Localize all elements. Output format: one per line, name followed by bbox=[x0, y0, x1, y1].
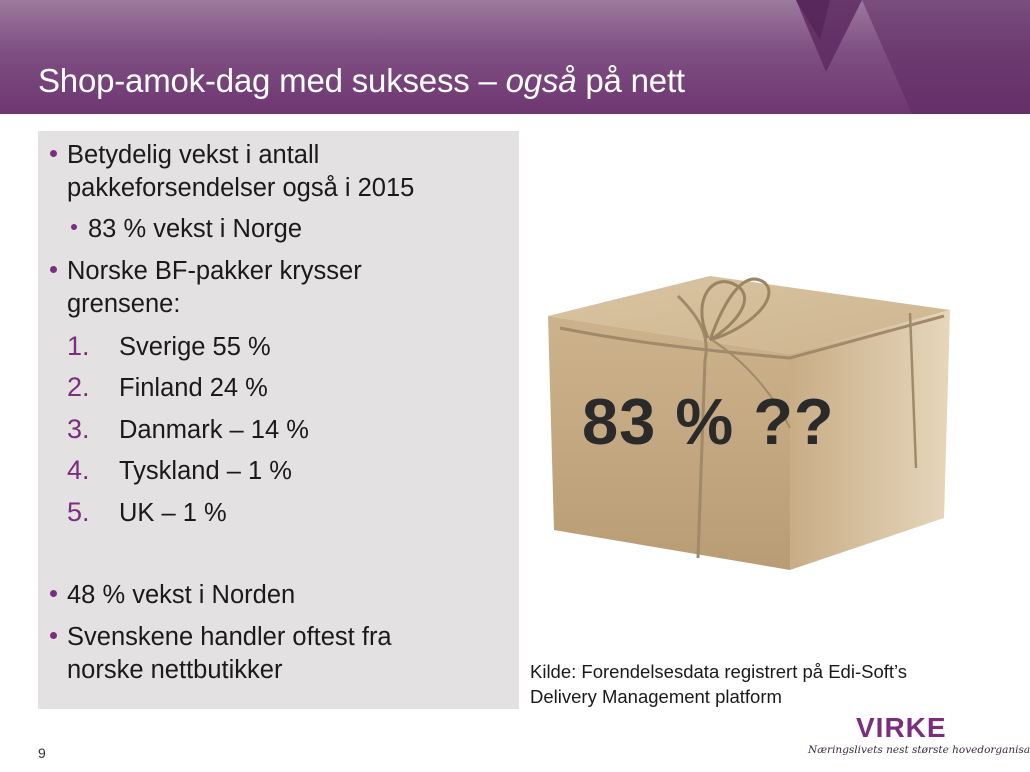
overlay-headline: 83 % ?? bbox=[582, 385, 835, 458]
bullet-text: 48 % vekst i Norden bbox=[67, 581, 296, 609]
page-number: 9 bbox=[38, 745, 46, 761]
list-item: Finland 24 % bbox=[119, 374, 268, 402]
bullet-text: norske nettbutikker bbox=[67, 656, 283, 684]
logo-tagline: Næringslivets nest største hovedorganisa… bbox=[808, 744, 1030, 756]
list-number: 5. bbox=[67, 497, 90, 527]
bullet-dot bbox=[50, 266, 57, 273]
sub-bullet-dot bbox=[71, 224, 77, 230]
list-item: Tyskland – 1 % bbox=[119, 457, 292, 485]
list-number: 1. bbox=[67, 331, 90, 361]
bullet-dot bbox=[50, 150, 57, 157]
header-decoration bbox=[796, 0, 1030, 114]
bullet-text: grensene: bbox=[67, 290, 181, 318]
list-number: 4. bbox=[67, 455, 90, 485]
bullet-text: Betydelig vekst i antall bbox=[67, 141, 320, 169]
list-item: Danmark – 14 % bbox=[119, 416, 309, 444]
bullet-panel bbox=[38, 131, 519, 709]
parcel-icon bbox=[548, 276, 950, 570]
bullet-text: Norske BF-pakker krysser bbox=[67, 257, 362, 285]
slide-title: Shop-amok-dag med suksess – også på nett bbox=[38, 62, 685, 99]
slide-header: Shop-amok-dag med suksess – også på nett bbox=[0, 0, 1030, 114]
virke-logo: VIRKE bbox=[856, 712, 947, 743]
bullet-dot bbox=[50, 632, 57, 639]
list-number: 3. bbox=[67, 414, 90, 444]
list-item: UK – 1 % bbox=[119, 499, 227, 527]
source-line: Kilde: Forendelsesdata registrert på Edi… bbox=[530, 661, 908, 682]
list-item: Sverige 55 % bbox=[119, 333, 271, 361]
source-note: Kilde: Forendelsesdata registrert på Edi… bbox=[530, 659, 970, 709]
bullet-dot bbox=[50, 590, 57, 597]
bullet-text: pakkeforsendelser også i 2015 bbox=[67, 174, 415, 202]
source-line: Delivery Management platform bbox=[530, 686, 782, 707]
sub-bullet-text: 83 % vekst i Norge bbox=[88, 215, 303, 243]
bullet-text: Svenskene handler oftest fra bbox=[67, 623, 392, 651]
list-number: 2. bbox=[67, 372, 90, 402]
